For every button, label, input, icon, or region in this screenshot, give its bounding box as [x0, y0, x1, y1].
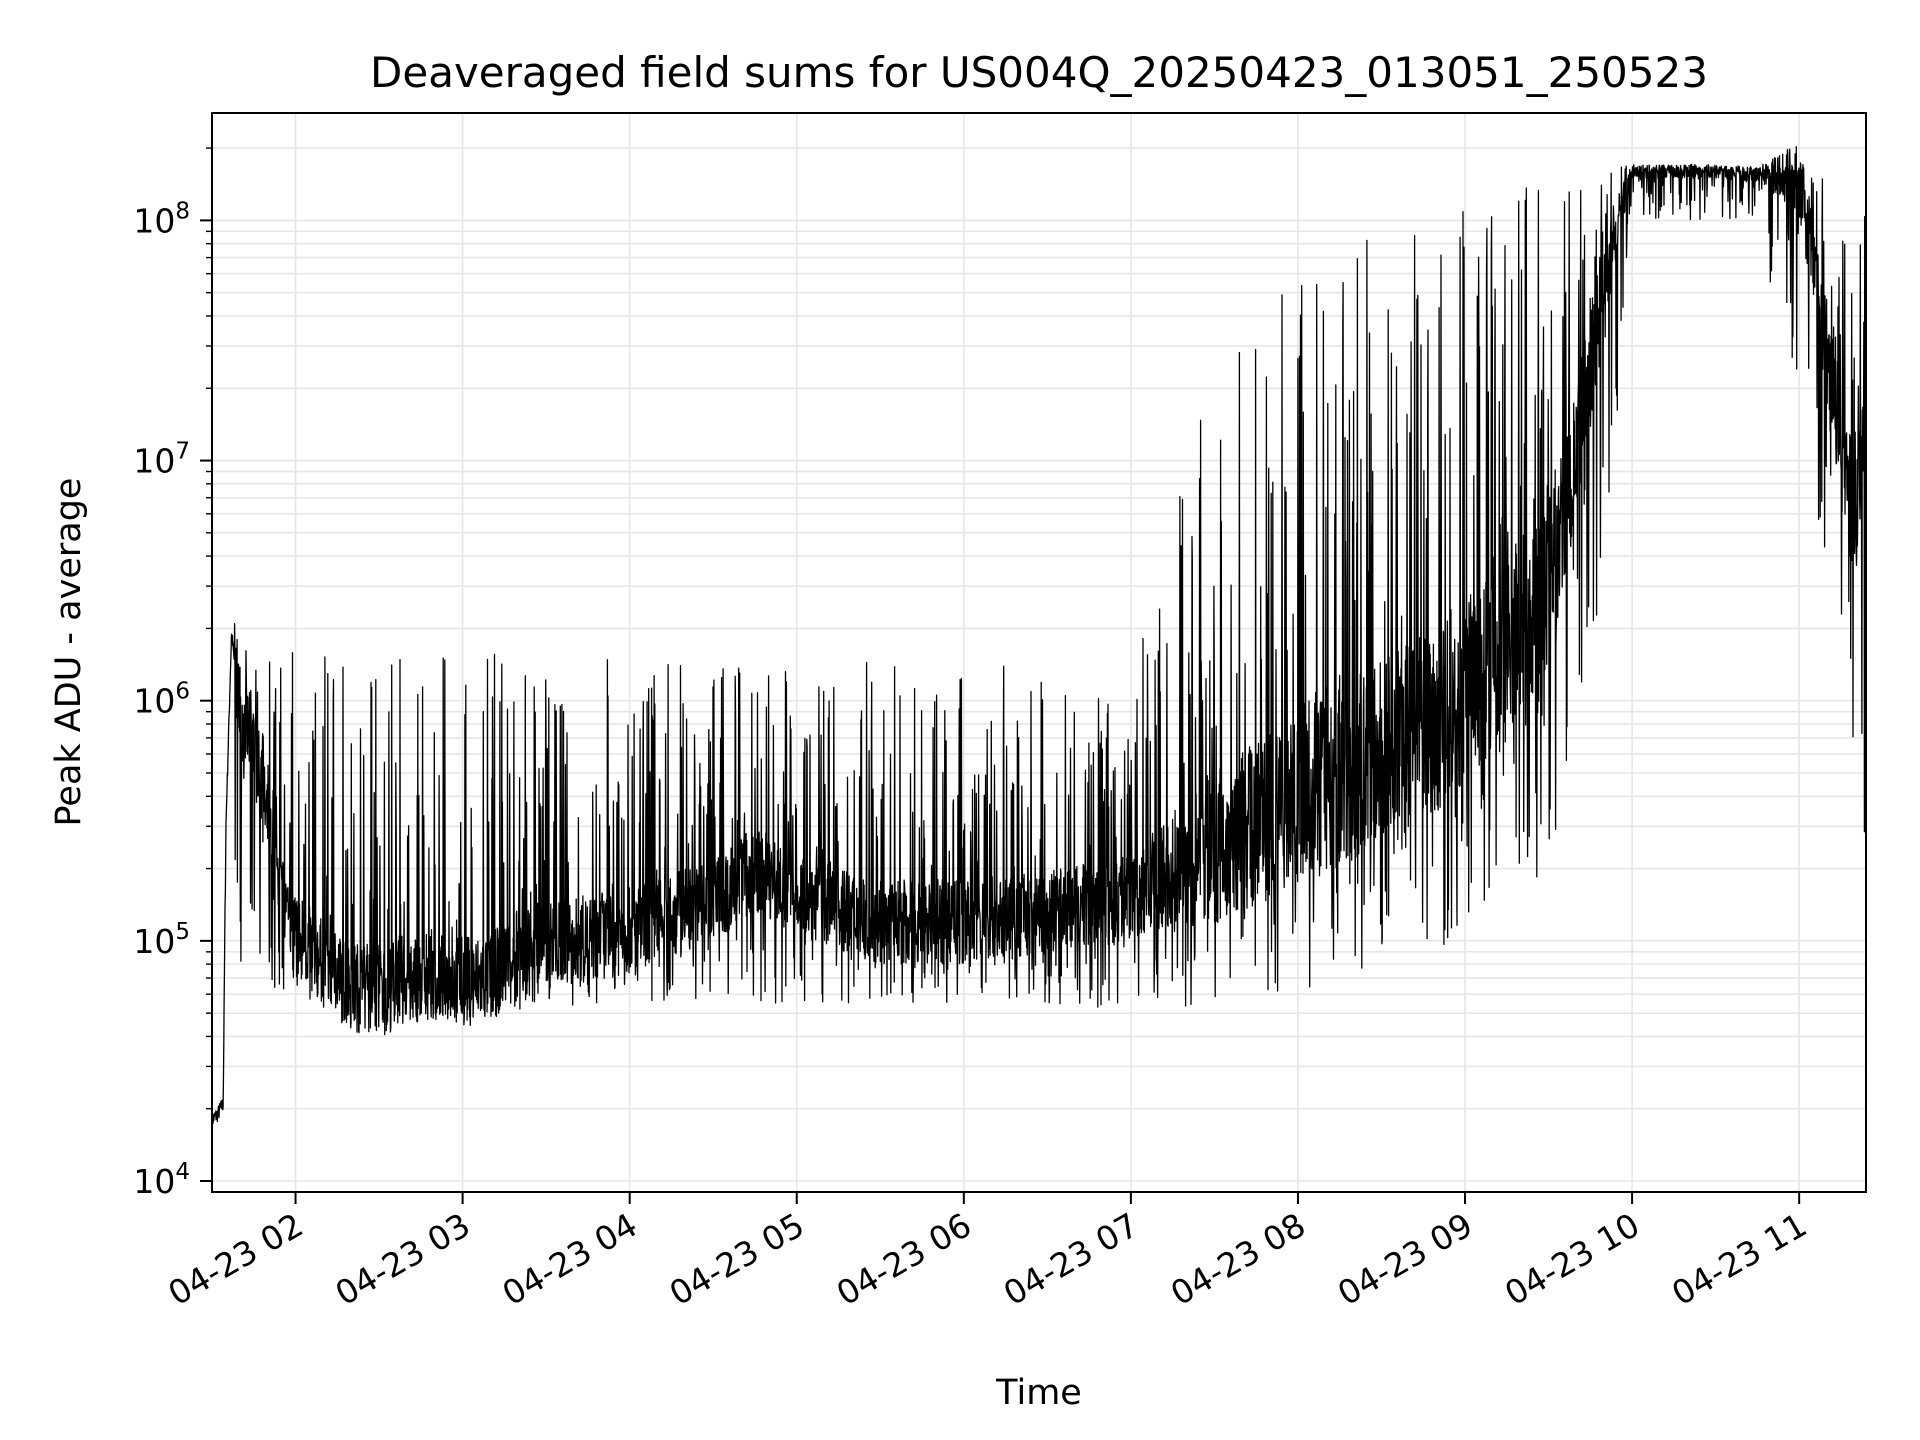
x-axis: 04-23 02 04-23 03 04-23 04 04-23 05 04-23 06… — [162, 1192, 1813, 1313]
x-tick-label: 04-23 05 — [663, 1205, 811, 1313]
chart-title: Deaveraged field sums for US004Q_2025042… — [370, 48, 1708, 97]
x-tick-label: 04-23 09 — [1331, 1205, 1479, 1313]
y-tick-label: 108 — [133, 198, 190, 240]
x-tick-label: 04-23 03 — [329, 1205, 477, 1313]
series-line — [211, 145, 1867, 1128]
x-tick-label: 04-23 07 — [997, 1205, 1145, 1313]
x-tick-label: 04-23 02 — [162, 1205, 310, 1313]
plot-frame — [211, 112, 1867, 1193]
y-axis: 104 105 106 107 108 — [133, 147, 212, 1201]
y-tick-label: 106 — [133, 679, 190, 721]
x-tick-label: 04-23 08 — [1164, 1205, 1312, 1313]
y-tick-label: 107 — [133, 439, 190, 481]
x-tick-label: 04-23 10 — [1498, 1205, 1646, 1313]
y-axis-label: Peak ADU - average — [49, 478, 89, 827]
y-tick-label: 105 — [133, 919, 190, 961]
x-axis-label: Time — [995, 1373, 1082, 1413]
x-tick-label: 04-23 11 — [1665, 1205, 1813, 1313]
x-tick-label: 04-23 04 — [496, 1205, 644, 1313]
x-tick-label: 04-23 06 — [830, 1205, 978, 1313]
y-tick-label: 104 — [133, 1159, 190, 1201]
series-layer — [211, 145, 1867, 1128]
